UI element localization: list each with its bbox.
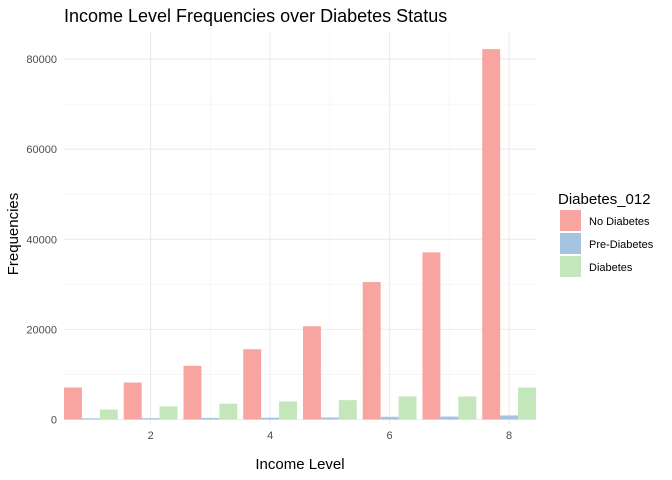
bar xyxy=(141,418,160,420)
x-tick-label: 2 xyxy=(148,430,154,442)
legend-label: Diabetes xyxy=(589,262,633,274)
legend-swatch xyxy=(560,210,581,231)
x-axis-title: Income Level xyxy=(255,456,344,473)
bar xyxy=(518,387,536,420)
legend: Diabetes_012 No Diabetes Pre-Diabetes Diab… xyxy=(558,191,654,277)
y-tick-label: 40000 xyxy=(26,234,57,246)
legend-swatch xyxy=(560,256,581,277)
y-tick-label: 60000 xyxy=(26,144,57,156)
bar xyxy=(458,396,477,420)
chart-title: Income Level Frequencies over Diabetes S… xyxy=(64,6,447,26)
y-tick-label: 20000 xyxy=(26,324,57,336)
bar xyxy=(279,401,298,420)
bar xyxy=(159,406,178,420)
bar xyxy=(64,387,82,420)
bar xyxy=(81,418,100,420)
bar xyxy=(338,400,357,420)
bar xyxy=(398,396,417,420)
bar xyxy=(422,252,441,420)
bar xyxy=(500,415,519,420)
bar xyxy=(302,326,321,420)
y-tick-label: 0 xyxy=(51,414,57,426)
bar xyxy=(99,409,118,420)
x-axis-tick-labels: 2 4 6 8 xyxy=(148,430,513,442)
bar xyxy=(380,416,399,420)
bar xyxy=(440,416,459,420)
legend-label: No Diabetes xyxy=(589,216,650,228)
bar xyxy=(362,282,381,420)
grid-lines xyxy=(64,32,536,424)
bar xyxy=(320,417,339,420)
x-tick-label: 8 xyxy=(506,430,512,442)
bar xyxy=(183,365,202,420)
y-axis-tick-labels: 0 20000 40000 60000 80000 xyxy=(26,54,57,426)
x-tick-label: 6 xyxy=(387,430,393,442)
bar xyxy=(482,49,501,420)
bar xyxy=(219,403,238,420)
y-tick-label: 80000 xyxy=(26,54,57,66)
legend-swatch xyxy=(560,233,581,254)
bar xyxy=(261,417,280,420)
bar xyxy=(123,382,142,420)
x-tick-label: 4 xyxy=(267,430,273,442)
bar xyxy=(201,417,220,420)
legend-title: Diabetes_012 xyxy=(558,191,651,208)
bar xyxy=(243,349,262,420)
bars xyxy=(64,49,536,420)
y-axis-title: Frequencies xyxy=(5,193,22,276)
legend-label: Pre-Diabetes xyxy=(589,239,654,251)
